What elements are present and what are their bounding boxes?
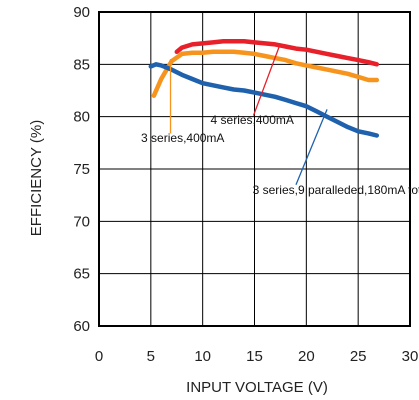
series-layer <box>148 39 380 138</box>
y-tick-label: 85 <box>73 56 90 73</box>
series-line-1 <box>151 49 380 98</box>
x-tick-labels: 0 5 10 15 20 25 30 <box>95 348 419 365</box>
x-tick-label: 0 <box>95 348 103 365</box>
x-axis-label: INPUT VOLTAGE (V) <box>186 379 328 396</box>
annotation-label-2: 3 series,9 paralleded,180mA total <box>253 183 419 197</box>
plot-frame <box>98 11 411 327</box>
y-tick-labels: 60 65 70 75 80 85 90 <box>73 4 90 335</box>
y-axis-label: EFFICIENCY (%) <box>28 120 45 236</box>
annotation-layer: 4 series,400mA 3 series,400mA 3 series,9 p… <box>141 43 419 197</box>
x-tick-label: 25 <box>350 348 367 365</box>
annotation-leader-0 <box>252 43 282 116</box>
annotation-label-0: 4 series,400mA <box>211 113 294 127</box>
y-tick-label: 60 <box>73 318 90 335</box>
annotation-leader-2 <box>295 109 328 185</box>
y-tick-label: 90 <box>73 4 90 21</box>
x-tick-label: 5 <box>147 348 155 365</box>
annotation-label-1: 3 series,400mA <box>141 131 224 145</box>
x-tick-label: 10 <box>194 348 211 365</box>
x-tick-label: 30 <box>402 348 419 365</box>
series-line-2 <box>148 62 380 138</box>
y-tick-label: 65 <box>73 266 90 283</box>
series-line-0 <box>174 39 380 67</box>
y-tick-label: 70 <box>73 213 90 230</box>
y-tick-label: 80 <box>73 109 90 126</box>
x-tick-label: 15 <box>246 348 263 365</box>
y-tick-label: 75 <box>73 161 90 178</box>
x-tick-label: 20 <box>298 348 315 365</box>
